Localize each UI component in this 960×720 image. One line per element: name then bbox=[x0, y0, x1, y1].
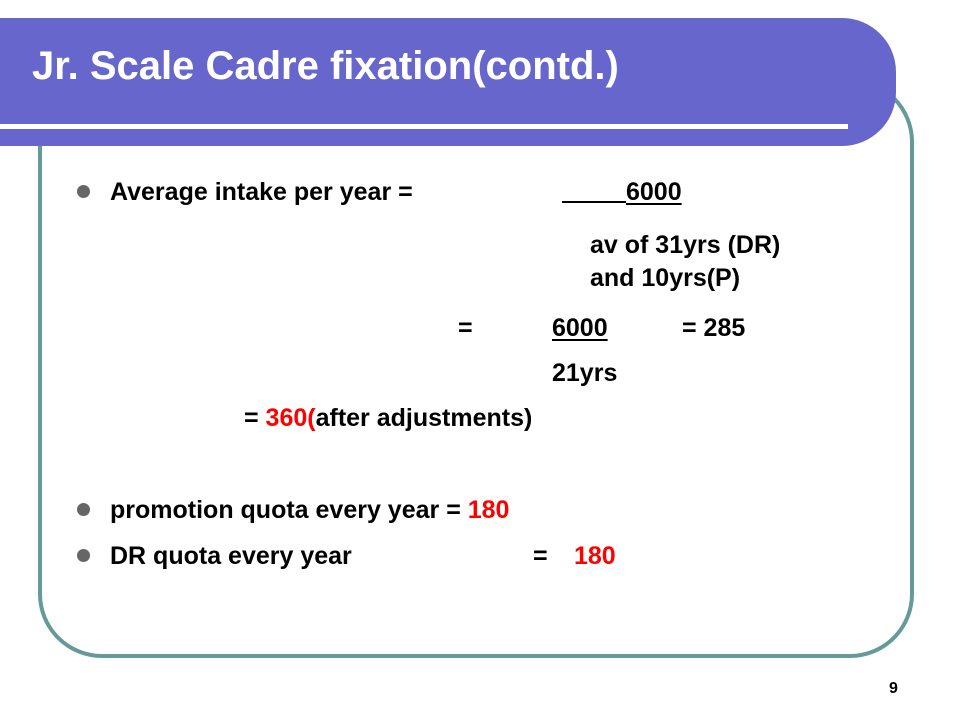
fraction-denominator: 21yrs bbox=[552, 359, 618, 387]
bullet-icon bbox=[77, 549, 90, 562]
average-basis-line2: and 10yrs(P) bbox=[590, 264, 741, 292]
average-intake-label: Average intake per year = bbox=[110, 178, 413, 206]
adjusted-suffix: after adjustments) bbox=[315, 404, 533, 432]
adjusted-value: 360( bbox=[265, 404, 316, 432]
title-band bbox=[0, 18, 896, 146]
average-basis-line1: av of 31yrs (DR) bbox=[590, 231, 781, 259]
promotion-quota: promotion quota every year = 180 bbox=[110, 495, 509, 525]
underline-space bbox=[562, 177, 626, 203]
dr-quota-value: 180 bbox=[574, 542, 616, 570]
dr-quota-equals: = bbox=[533, 542, 548, 570]
bullet-icon bbox=[77, 185, 90, 198]
adjusted-intake: = 360(after adjustments) bbox=[244, 403, 532, 433]
intake-value: 6000 bbox=[562, 177, 682, 207]
fraction-result: = 285 bbox=[682, 314, 746, 342]
slide-title: Jr. Scale Cadre fixation(contd.) bbox=[32, 44, 619, 88]
adjusted-prefix: = bbox=[244, 404, 266, 432]
title-underline bbox=[0, 124, 848, 129]
dr-quota-label: DR quota every year bbox=[110, 542, 352, 570]
bullet-icon bbox=[77, 503, 90, 516]
fraction-numerator: 6000 bbox=[552, 314, 608, 342]
page-number: 9 bbox=[889, 680, 898, 697]
equals-sign: = bbox=[458, 314, 473, 342]
promotion-quota-label: promotion quota every year = bbox=[110, 496, 468, 524]
intake-value-text: 6000 bbox=[626, 178, 682, 206]
promotion-quota-value: 180 bbox=[467, 496, 510, 524]
